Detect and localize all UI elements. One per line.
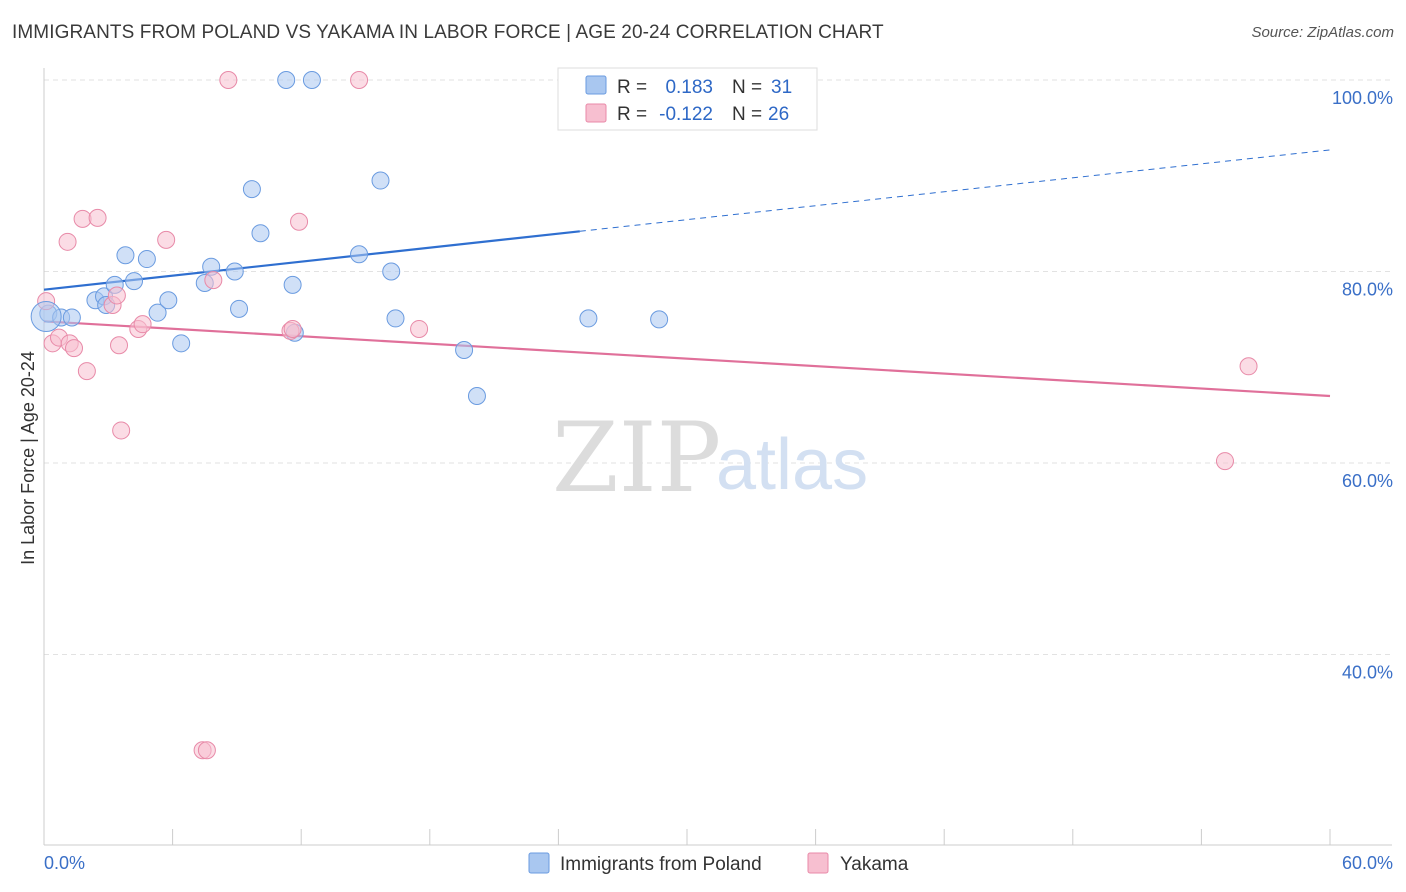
- legend-swatch-yakama: [585, 103, 607, 123]
- trend-line-yakama: [43, 320, 1331, 398]
- data-point-poland: [350, 245, 369, 264]
- series-legend: Immigrants from Poland Yakama: [528, 852, 909, 875]
- data-point-yakama: [107, 286, 126, 305]
- data-point-poland: [30, 301, 62, 333]
- data-point-yakama: [110, 336, 129, 355]
- data-point-yakama: [58, 232, 77, 251]
- data-point-yakama: [410, 319, 429, 338]
- data-point-poland: [125, 272, 144, 291]
- source-credit: Source: ZipAtlas.com: [1251, 24, 1394, 41]
- y-tick-label: 40.0%: [1342, 663, 1393, 683]
- y-tick-label: 60.0%: [1342, 471, 1393, 491]
- data-point-poland: [116, 246, 135, 265]
- data-point-yakama: [133, 315, 152, 334]
- data-point-yakama: [1215, 452, 1234, 471]
- watermark-atlas: atlas: [716, 425, 868, 505]
- data-point-poland: [230, 299, 249, 318]
- legend-n-label-poland: N =: [732, 77, 762, 98]
- data-point-poland: [159, 291, 178, 310]
- y-axis-label: In Labor Force | Age 20-24: [18, 351, 38, 565]
- y-tick-label: 80.0%: [1342, 280, 1393, 300]
- data-point-poland: [283, 275, 302, 294]
- data-point-yakama: [204, 271, 223, 290]
- data-point-poland: [172, 334, 191, 353]
- data-point-yakama: [88, 208, 107, 227]
- data-point-yakama: [73, 209, 92, 228]
- data-point-poland: [650, 310, 669, 329]
- data-point-poland: [382, 262, 401, 281]
- x-tick-label: 60.0%: [1342, 853, 1393, 873]
- data-point-yakama: [65, 339, 84, 358]
- data-point-poland: [242, 180, 261, 199]
- data-point-poland: [579, 309, 598, 328]
- data-point-yakama: [1239, 357, 1258, 376]
- data-point-yakama: [219, 71, 238, 89]
- data-point-poland: [467, 386, 486, 405]
- bottom-legend-swatch-poland: [528, 852, 550, 874]
- legend-r-value-poland: 0.183: [665, 77, 713, 98]
- y-tick-label: 100.0%: [1332, 88, 1393, 108]
- data-point-poland: [371, 171, 390, 190]
- bottom-legend-label-yakama: Yakama: [840, 854, 909, 875]
- data-point-poland: [251, 224, 270, 243]
- x-tick-labels: 0.0% 60.0%: [44, 853, 1393, 873]
- data-point-poland: [225, 262, 244, 281]
- data-point-poland: [148, 303, 167, 322]
- legend-r-label-yakama: R =: [617, 104, 647, 125]
- data-point-yakama: [157, 230, 176, 249]
- data-point-yakama: [283, 319, 302, 338]
- legend-n-value-poland: 31: [771, 77, 792, 98]
- data-point-yakama: [197, 741, 216, 760]
- data-point-poland: [137, 250, 156, 269]
- bottom-legend-label-poland: Immigrants from Poland: [560, 854, 762, 875]
- axes: [43, 68, 1392, 846]
- data-point-poland: [386, 309, 405, 328]
- y-tick-labels: 40.0% 60.0% 80.0% 100.0%: [1332, 88, 1393, 683]
- watermark: ZIP atlas: [552, 402, 868, 514]
- x-tick-label: 0.0%: [44, 853, 85, 873]
- data-point-poland: [302, 71, 321, 89]
- chart-title: IMMIGRANTS FROM POLAND VS YAKAMA IN LABO…: [12, 22, 884, 43]
- stats-legend: R = 0.183 N = 31 R = -0.122 N = 26: [557, 67, 818, 131]
- legend-swatch-poland: [585, 75, 607, 95]
- trend-line-poland-extension: [579, 149, 1331, 232]
- data-point-poland: [455, 341, 474, 360]
- legend-n-value-yakama: 26: [768, 104, 789, 125]
- data-point-yakama: [112, 421, 131, 440]
- grid-lines: [44, 79, 1392, 655]
- data-point-poland: [62, 308, 81, 327]
- data-point-yakama: [290, 212, 309, 231]
- legend-r-value-yakama: -0.122: [659, 104, 713, 125]
- data-points: [30, 71, 1258, 760]
- data-point-yakama: [350, 71, 369, 89]
- watermark-zip: ZIP: [552, 402, 721, 514]
- legend-r-label-poland: R =: [617, 77, 647, 98]
- bottom-legend-swatch-yakama: [807, 852, 829, 874]
- legend-n-label-yakama: N =: [732, 104, 762, 125]
- data-point-yakama: [77, 362, 96, 381]
- data-point-poland: [277, 71, 296, 89]
